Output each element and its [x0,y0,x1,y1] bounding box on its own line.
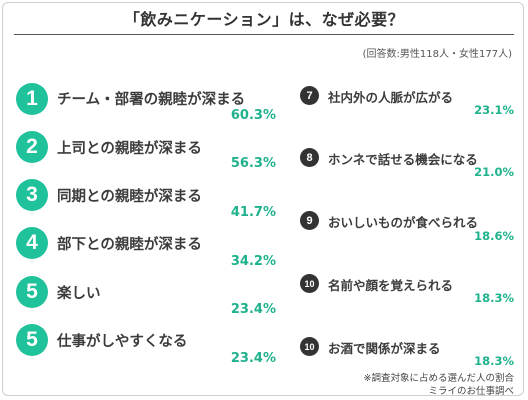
source-credit: ミライのお仕事調べ [428,386,514,397]
rank-badge: 9 [300,211,319,230]
page-title: 「飲みニケーション」は、なぜ必要？ [123,10,405,29]
item-label: お酒で関係が深まる [328,341,441,356]
rank-badge: 10 [300,337,319,356]
item-label: 部下との親睦が深まる [57,237,202,253]
item-label: 楽しい [57,286,101,302]
rank-badge: 3 [16,179,48,211]
item-percent: 23.4% [230,302,276,317]
item-percent: 23.1% [474,103,514,117]
item-percent: 21.0% [474,165,514,179]
footnote: ※調査対象に占める選んだ人の割合 [363,373,514,384]
rank-badge: 7 [300,86,319,105]
rank-badge: 2 [16,131,48,163]
rank-badge: 5 [16,324,48,356]
item-label: チーム・部署の親睦が深まる [57,92,246,108]
item-percent: 56.3% [230,156,276,171]
item-label: 仕事がしやすくなる [57,334,188,350]
item-label: おいしいものが食べられる [328,215,479,230]
rank-badge: 5 [16,276,48,308]
item-percent: 18.3% [474,291,514,305]
rank-badge: 4 [16,227,48,259]
title-divider [14,34,514,35]
item-label: 同期との親睦が深まる [57,189,202,205]
item-percent: 18.3% [474,354,514,368]
rank-badge: 8 [300,148,319,167]
respondent-note: (回答数:男性118人・女性177人) [362,49,512,60]
item-percent: 60.3% [230,108,276,123]
item-percent: 34.2% [230,254,276,269]
card-frame [2,2,524,396]
item-label: 名前や顔を覚えられる [328,278,454,293]
rank-badge: 10 [300,274,319,293]
item-label: ホンネで話せる機会になる [328,152,478,167]
item-percent: 18.6% [474,229,514,243]
item-percent: 41.7% [230,205,276,220]
rank-badge: 1 [16,83,48,115]
item-percent: 23.4% [230,351,276,366]
item-label: 社内外の人脈が広がる [328,90,454,105]
item-label: 上司との親睦が深まる [57,141,202,157]
